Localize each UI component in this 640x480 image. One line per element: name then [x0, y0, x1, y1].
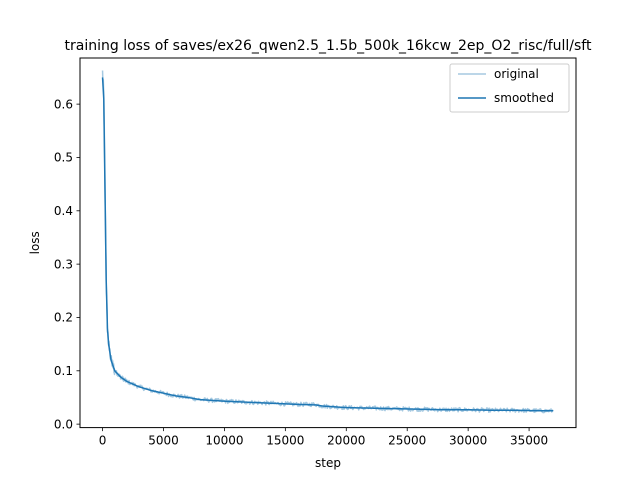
x-tick-label: 35000 — [510, 434, 548, 448]
y-axis-label: loss — [28, 231, 42, 254]
x-tick-label: 20000 — [327, 434, 365, 448]
y-axis: 0.0 0.1 0.2 0.3 0.4 0.5 0.6 — [54, 97, 80, 431]
y-tick-label: 0.2 — [54, 311, 73, 325]
x-tick-label: 0 — [99, 434, 107, 448]
y-tick-label: 0.0 — [54, 417, 73, 431]
series-line-smoothed — [101, 77, 554, 412]
legend-label-smoothed: smoothed — [494, 91, 554, 105]
legend-label-original: original — [494, 67, 539, 81]
chart-title: training loss of saves/ex26_qwen2.5_1.5b… — [65, 38, 592, 54]
y-tick-label: 0.5 — [54, 151, 73, 165]
y-tick-label: 0.1 — [54, 364, 73, 378]
x-tick-label: 25000 — [388, 434, 426, 448]
x-axis: 0 5000 10000 15000 20000 25000 30000 35000 — [99, 427, 548, 448]
y-tick-label: 0.4 — [54, 204, 73, 218]
y-tick-label: 0.6 — [54, 97, 73, 111]
y-tick-label: 0.3 — [54, 257, 73, 271]
x-axis-label: step — [315, 456, 341, 470]
x-tick-label: 5000 — [148, 434, 179, 448]
legend: original smoothed — [449, 63, 570, 113]
x-tick-label: 10000 — [205, 434, 243, 448]
x-tick-label: 15000 — [266, 434, 304, 448]
legend-box — [449, 63, 570, 113]
plot-lines — [101, 70, 554, 414]
x-tick-label: 30000 — [449, 434, 487, 448]
plot-frame — [79, 57, 577, 429]
